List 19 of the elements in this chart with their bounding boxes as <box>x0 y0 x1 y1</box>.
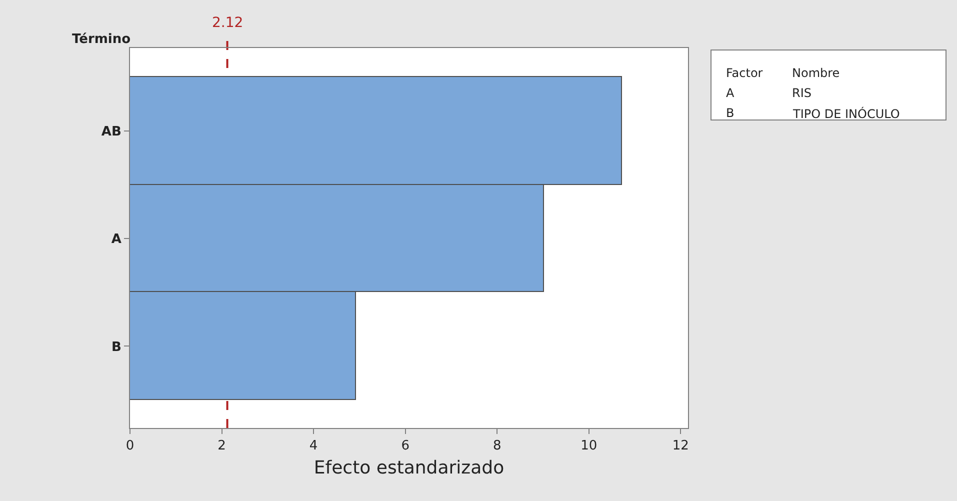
y-tick-label: B <box>111 340 122 355</box>
text: Factor <box>726 66 763 80</box>
x-tick-label: 0 <box>126 438 134 454</box>
x-tick-label: 8 <box>492 438 502 454</box>
x-tick-label: 4 <box>309 438 318 454</box>
text: B <box>726 106 734 120</box>
x-axis-title: Efecto estandarizado <box>314 458 504 479</box>
text: TIPO DE INÓCULO <box>792 106 900 121</box>
x-tick-label: 10 <box>580 438 598 454</box>
ref-line-label: 2.12 <box>212 15 244 31</box>
text: RIS <box>792 86 812 100</box>
y-axis-title: Término <box>72 32 131 47</box>
x-tick-label: 2 <box>218 438 226 454</box>
text: Nombre <box>792 66 840 80</box>
y-tick-label: A <box>111 232 122 248</box>
x-tick-label: 12 <box>672 438 689 454</box>
y-tick-label: AB <box>101 124 122 140</box>
x-tick-label: 6 <box>401 438 410 454</box>
text: A <box>726 86 735 100</box>
